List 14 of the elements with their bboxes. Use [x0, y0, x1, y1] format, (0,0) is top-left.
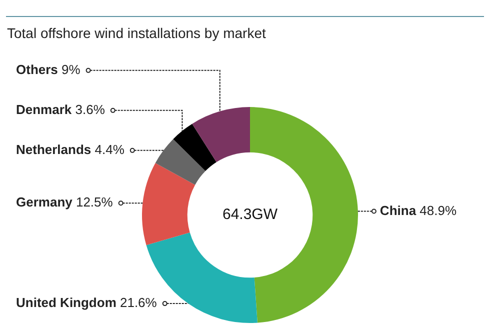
data-label: 21.6%: [120, 295, 158, 310]
slice-label: China: [380, 202, 417, 218]
data-label: 9%: [62, 62, 81, 78]
slice-label: Netherlands: [16, 142, 92, 158]
text: 64.3GW: [222, 206, 278, 224]
slice-label: Germany: [16, 194, 74, 210]
data-label: 12.5%: [76, 194, 114, 210]
chart-title: Total offshore wind installations by market: [7, 24, 266, 41]
data-label: 4.4%: [94, 142, 125, 158]
slice-label: United Kingdom: [16, 295, 116, 310]
slice-label: Denmark: [16, 102, 72, 118]
data-label: 48.9%: [420, 202, 457, 218]
data-label: 3.6%: [75, 102, 106, 118]
slice-label: Others: [16, 62, 58, 78]
